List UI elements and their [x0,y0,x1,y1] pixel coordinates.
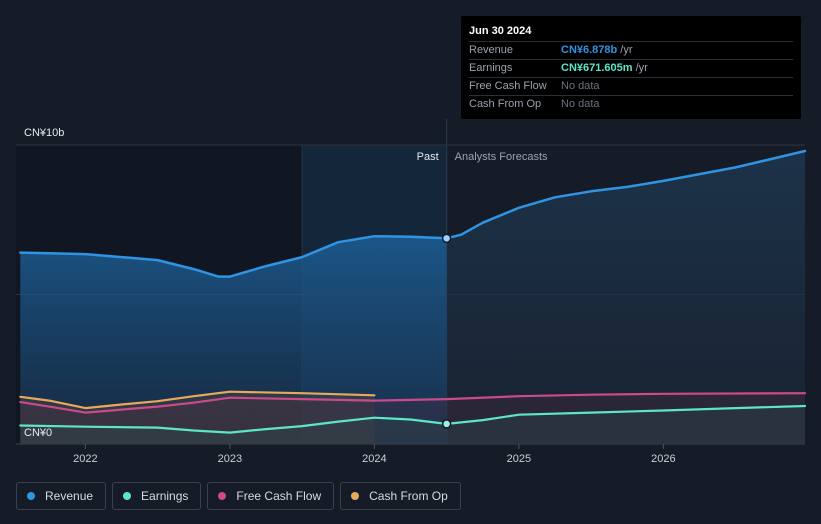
legend-label: Earnings [141,489,189,503]
revenue-hover-point [441,233,452,244]
revenue-area-past [20,236,447,444]
x-tick-label: 2023 [218,453,242,465]
revenue-line [19,149,807,278]
tooltip-row-revenue: Revenue CN¥6.878b /yr [469,41,793,59]
cash-from-op-dot-icon [351,492,360,500]
tooltip-label: Revenue [469,44,514,56]
legend-revenue-button[interactable]: Revenue [16,482,107,510]
legend-free-cash-flow-button[interactable]: Free Cash Flow [207,482,335,510]
tooltip-row-earnings: Earnings CN¥671.605m /yr [469,59,793,77]
tooltip-unit: /yr [620,44,633,56]
cash-from-op-area [20,391,375,444]
tooltip-date: Jun 30 2024 [469,25,532,37]
x-tick-label: 2022 [73,453,97,465]
x-tick-label: 2026 [651,453,675,465]
earnings-hover-point [441,419,452,429]
free-cash-flow-dot-icon [218,492,227,500]
tooltip-label: Free Cash Flow [469,80,547,92]
earnings-line [19,404,807,434]
revenue-area-forecast [446,151,805,444]
legend-label: Cash From Op [369,489,448,503]
tooltip-label: Earnings [469,62,513,74]
tooltip: Jun 30 2024 Revenue CN¥6.878b /yr Earnin… [461,16,801,119]
cash-from-op-line [19,390,376,410]
past-label: Past [417,151,439,163]
forecast-label: Analysts Forecasts [455,151,548,163]
tooltip-value: No data [561,80,600,92]
revenue-dot-icon [27,492,35,500]
x-tick-label: 2024 [362,453,386,465]
y-axis-min-label: CN¥0 [24,427,52,439]
x-tick-label: 2025 [507,453,531,465]
free-cash-flow-line [19,392,807,414]
tooltip-row-cash-from-op: Cash From Op No data [469,95,793,113]
legend-label: Free Cash Flow [236,489,322,503]
earnings-area [20,406,806,444]
legend-label: Revenue [45,489,94,503]
legend-cash-from-op-button[interactable]: Cash From Op [340,482,461,510]
tooltip-unit: /yr [635,62,648,74]
tooltip-row-free-cash-flow: Free Cash Flow No data [469,77,793,95]
legend-earnings-button[interactable]: Earnings [112,482,202,510]
tooltip-value: CN¥671.605m [561,62,633,74]
chart-legend: Revenue Earnings Free Cash Flow Cash Fro… [16,482,461,510]
y-axis-max-label: CN¥10b [24,127,64,139]
tooltip-label: Cash From Op [469,98,542,110]
earnings-dot-icon [123,492,132,500]
tooltip-value: No data [561,98,600,110]
tooltip-value: CN¥6.878b [561,44,618,56]
